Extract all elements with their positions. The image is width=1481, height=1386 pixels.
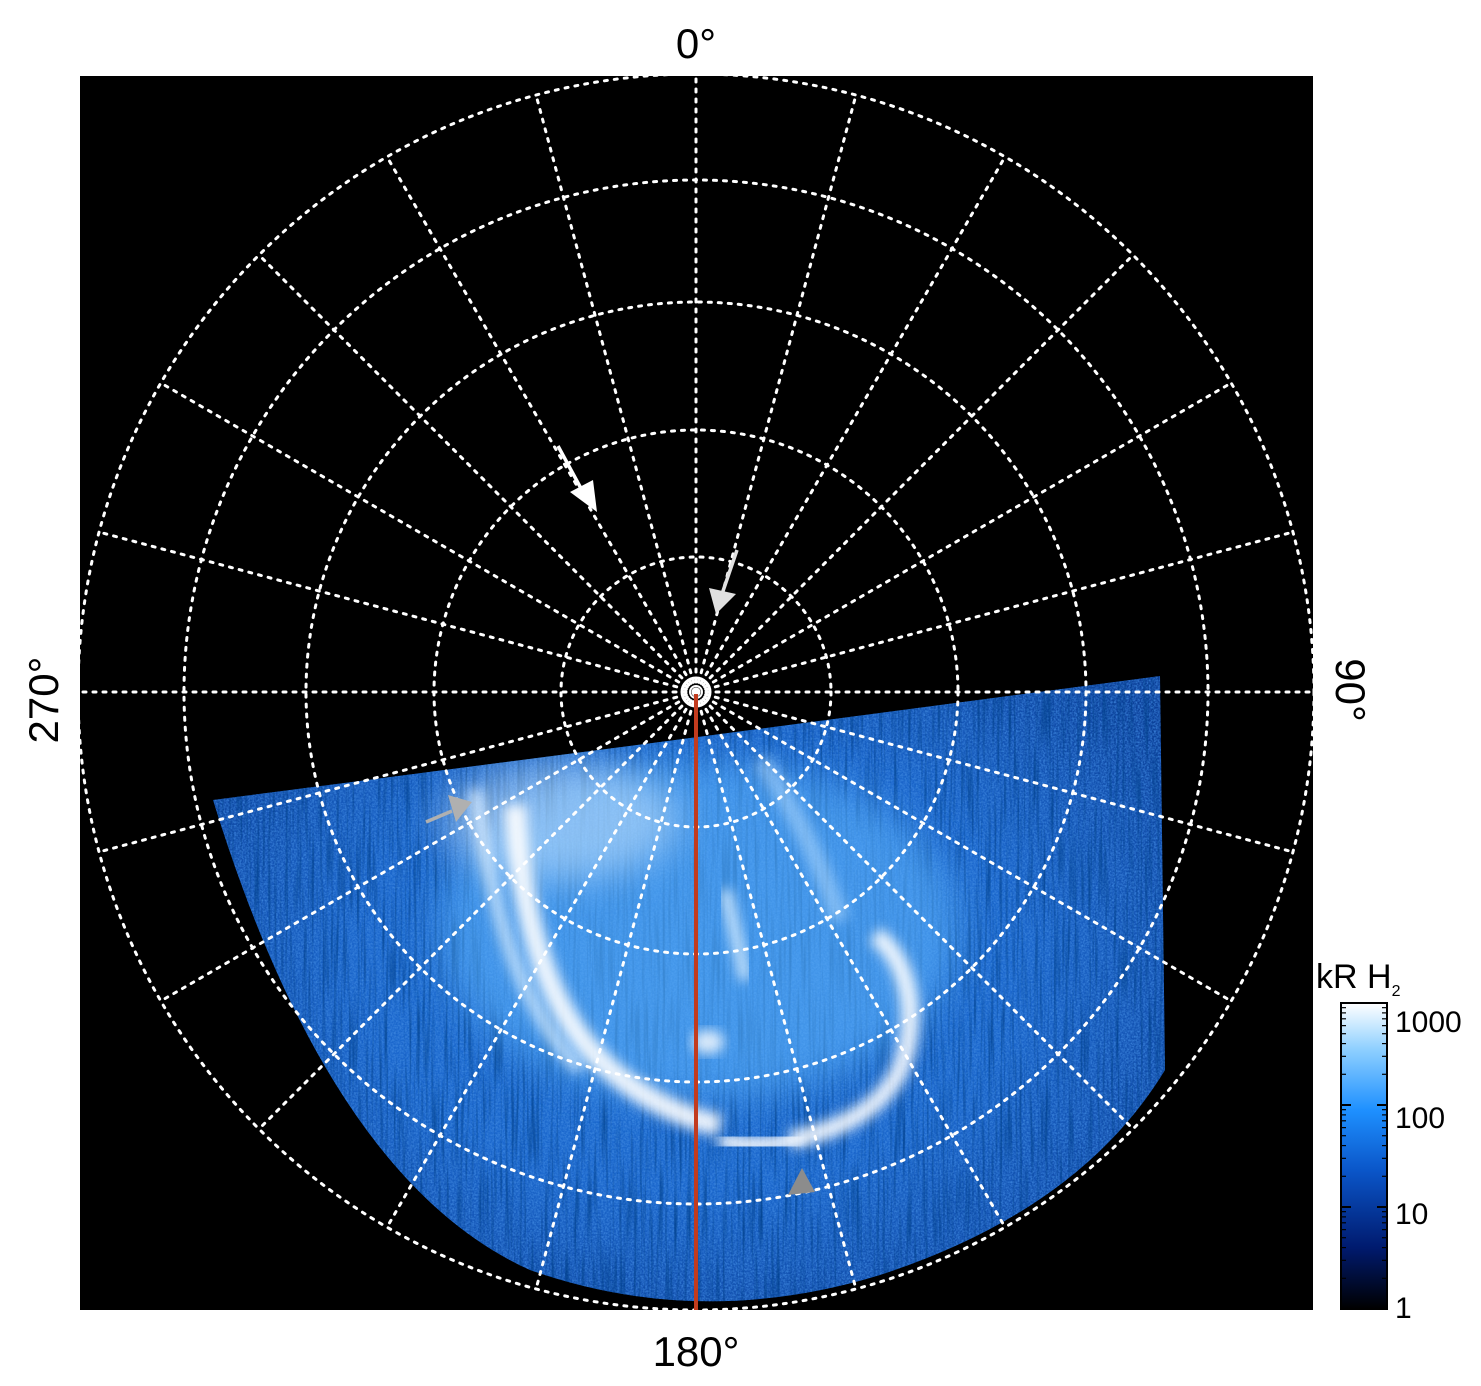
longitude-spoke-105 <box>694 690 1295 854</box>
longitude-spoke-345 <box>534 93 698 694</box>
colorbar-tick-label-1: 1 <box>1395 1292 1412 1325</box>
label-bottom-180deg: 180° <box>653 1328 740 1375</box>
colorbar: kR H2 1000 100 10 1 <box>1316 958 1462 1325</box>
longitude-spoke-120 <box>694 690 1233 1003</box>
longitude-spoke-225 <box>257 690 698 1131</box>
colorbar-tick-label-1000: 1000 <box>1395 1006 1462 1039</box>
white-arrow-center <box>709 549 739 614</box>
colorbar-ticks <box>1341 1002 1387 1310</box>
longitude-spoke-135 <box>694 690 1135 1131</box>
label-left-270deg: 270° <box>20 657 67 744</box>
gray-arrowhead-lower <box>788 1168 815 1195</box>
longitude-spoke-285 <box>97 530 698 694</box>
longitude-spoke-165 <box>694 690 858 1291</box>
longitude-spoke-75 <box>694 530 1295 694</box>
longitude-spoke-330 <box>385 155 698 694</box>
gray-arrow-left <box>425 795 472 824</box>
label-top-0deg: 0° <box>676 20 716 67</box>
longitude-spoke-315 <box>257 253 698 694</box>
longitude-spoke-30 <box>694 155 1007 694</box>
polar-grid <box>80 76 1313 1310</box>
longitude-spoke-210 <box>385 690 698 1229</box>
longitude-spoke-45 <box>694 253 1135 694</box>
aurora-image <box>213 676 1165 1302</box>
longitude-spoke-300 <box>159 381 698 694</box>
longitude-spoke-150 <box>694 690 1007 1229</box>
main-auroral-arc-right <box>788 927 920 1149</box>
colorbar-unit-label: kR H2 <box>1316 958 1401 1000</box>
main-auroral-arc-left <box>504 804 723 1136</box>
label-right-90deg: 90° <box>1327 658 1374 722</box>
colorbar-gradient <box>1340 1002 1388 1310</box>
white-arrow-upper <box>556 445 597 512</box>
longitude-spoke-195 <box>534 690 698 1291</box>
longitude-spoke-240 <box>159 690 698 1003</box>
colorbar-tick-label-10: 10 <box>1395 1198 1428 1231</box>
colorbar-tick-label-100: 100 <box>1395 1102 1445 1135</box>
longitude-spoke-60 <box>694 381 1233 694</box>
longitude-spoke-255 <box>97 690 698 854</box>
